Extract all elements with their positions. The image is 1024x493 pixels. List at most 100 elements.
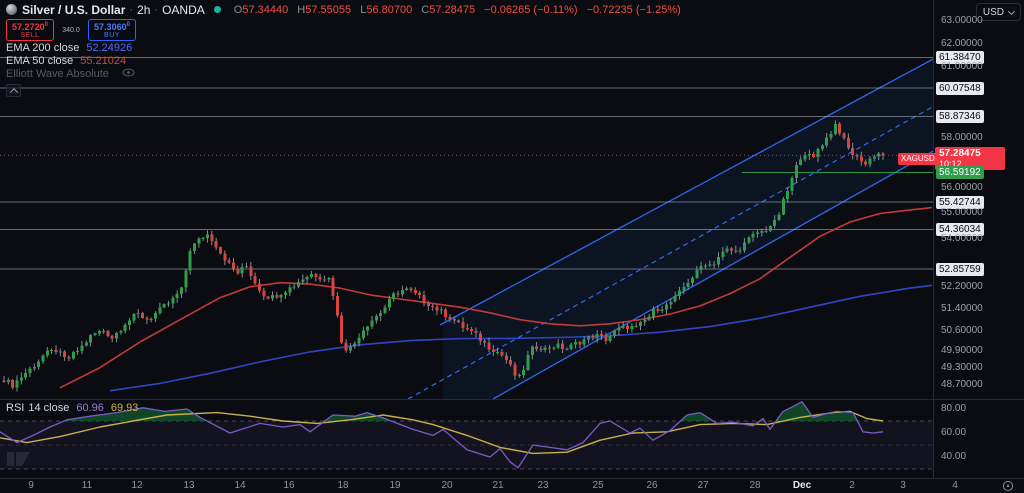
tradingview-watermark-logo [7, 450, 33, 473]
close-label: C [421, 3, 430, 16]
change-value: −0.06265 (−0.11%) [484, 3, 578, 16]
spread-value: 340.0 [62, 26, 80, 34]
sell-label: SELL [20, 31, 40, 39]
low-label: L [360, 3, 367, 16]
rsi-axis-tick: 60.00 [941, 427, 967, 438]
symbol-row[interactable]: Silver / U.S. Dollar · 2h · OANDA O57.34… [6, 2, 681, 17]
price-axis-tick: 49.30000 [941, 361, 983, 373]
interval-label[interactable]: 2h [137, 2, 151, 17]
price-axis-tick: 63.00000 [941, 15, 983, 26]
price-level-label: 60.07548 [936, 81, 984, 95]
rsi-value: 60.96 [76, 401, 104, 414]
time-axis-label: 14 [234, 480, 246, 491]
time-axis[interactable]: 9 11 12 13 14 16 18 19 20 21 23 25 26 27 28 Dec 2 3 4 [0, 478, 1024, 493]
time-axis-label: 3 [900, 480, 906, 491]
time-axis-label: 18 [337, 480, 349, 491]
price-axis-tick: 50.60000 [941, 324, 983, 336]
market-status-icon[interactable] [213, 6, 221, 13]
time-axis-label: 26 [646, 480, 658, 491]
open-value: 57.34440 [242, 3, 289, 16]
separator-dot: · [129, 3, 134, 16]
rsi-axis-tick: 80.00 [941, 403, 967, 414]
buy-label: BUY [104, 31, 120, 39]
indicator-row-elliott-wave[interactable]: Elliott Wave Absolute [6, 67, 681, 80]
close-value: 57.28475 [429, 3, 476, 16]
bar-countdown: 10:12 [939, 159, 962, 170]
time-axis-label: 23 [537, 480, 549, 491]
time-axis-label: 28 [749, 480, 761, 491]
open-label: O [233, 3, 243, 16]
rsi-legend: RSI 14 close 60.96 69.93 [6, 401, 138, 414]
rsi-axis-tick: 40.00 [941, 451, 967, 462]
currency-label: USD [982, 6, 1004, 18]
current-price-value: 57.28475 [939, 148, 981, 160]
low-value: 56.80700 [366, 3, 413, 16]
indicator-row-ema200[interactable]: EMA 200 close 52.24926 [6, 41, 681, 54]
legend-collapse-button[interactable] [6, 84, 21, 97]
price-level-label: 52.85759 [936, 262, 984, 276]
indicator-params: 14 close [28, 401, 70, 414]
indicator-title: RSI [6, 401, 25, 414]
time-axis-label: 4 [952, 480, 958, 491]
price-axis-tick: 52.20000 [941, 280, 983, 292]
time-axis-label: 9 [28, 480, 34, 491]
buy-price-pip: 0 [126, 21, 130, 28]
change-extended-value: −0.72235 (−1.25%) [586, 3, 681, 16]
current-price-axis-label: 57.28475 10:12 [935, 147, 1005, 171]
indicator-title: EMA 50 close [6, 54, 74, 67]
price-axis[interactable]: USD 57.28475 10:12 63.00000 62.00000 61.38… [934, 0, 1024, 478]
indicator-title: Elliott Wave Absolute [6, 67, 109, 80]
currency-toggle-button[interactable]: USD [975, 3, 1021, 21]
silver-logo-icon [6, 4, 17, 15]
sell-price-pip: 0 [44, 21, 48, 28]
price-axis-tick: 62.00000 [941, 37, 983, 49]
price-axis-tick: 56.00000 [941, 181, 983, 193]
time-axis-label: 27 [697, 480, 709, 491]
time-axis-label: 25 [592, 480, 604, 491]
price-axis-tick: 55.00000 [941, 206, 983, 218]
time-axis-label: 13 [183, 480, 195, 491]
price-axis-tick: 54.00000 [941, 232, 983, 244]
rsi-ma-value: 69.93 [110, 401, 139, 414]
sell-button[interactable]: 57.27200 SELL [6, 19, 54, 41]
buy-sell-widget: 57.27200 SELL 340.0 57.30600 BUY [6, 19, 681, 41]
time-axis-label: 16 [283, 480, 295, 491]
high-value: 57.55055 [305, 3, 352, 16]
time-axis-label: 11 [81, 480, 93, 491]
price-axis-tick: 51.40000 [941, 302, 983, 314]
chevron-down-icon [1007, 7, 1016, 15]
indicator-title: EMA 200 close [6, 41, 80, 54]
price-level-label: 54.36034 [936, 223, 984, 236]
indicator-value: 52.24926 [86, 41, 133, 54]
time-axis-label: 19 [389, 480, 401, 491]
price-line-symbol-tag: XAGUSD [898, 153, 938, 166]
clock-settings-icon[interactable] [1002, 479, 1014, 493]
buy-button[interactable]: 57.30600 BUY [88, 19, 136, 41]
indicator-row-rsi[interactable]: RSI 14 close 60.96 69.93 [6, 401, 138, 414]
price-level-label: 58.87346 [936, 110, 984, 124]
eye-hidden-icon[interactable] [122, 68, 135, 80]
price-axis-tick: 48.70000 [941, 378, 983, 390]
time-axis-label: 21 [492, 480, 504, 491]
exchange-label[interactable]: OANDA [162, 2, 205, 17]
indicator-value: 55.21024 [80, 54, 127, 67]
legend: Silver / U.S. Dollar · 2h · OANDA O57.34… [6, 2, 681, 97]
time-axis-label: Dec [792, 480, 812, 491]
symbol-title[interactable]: Silver / U.S. Dollar [22, 2, 126, 17]
time-axis-label: 2 [849, 480, 855, 491]
time-axis-label: 12 [131, 480, 143, 491]
ohlc-values: O57.34440 H57.55055 L56.80700 C57.28475 … [228, 4, 681, 16]
time-axis-label: 20 [441, 480, 453, 491]
buy-price: 57.3060 [94, 21, 127, 32]
chevron-up-icon [9, 87, 18, 97]
price-axis-tick: 61.00000 [941, 60, 983, 72]
high-label: H [297, 3, 306, 16]
price-level-label: 55.42744 [936, 195, 984, 209]
indicator-row-ema50[interactable]: EMA 50 close 55.21024 [6, 54, 681, 67]
price-level-label: 61.38470 [936, 51, 984, 65]
price-axis-tick: 58.00000 [941, 131, 983, 143]
sell-price: 57.2720 [12, 21, 45, 32]
price-level-label: 56.59192 [936, 166, 984, 180]
